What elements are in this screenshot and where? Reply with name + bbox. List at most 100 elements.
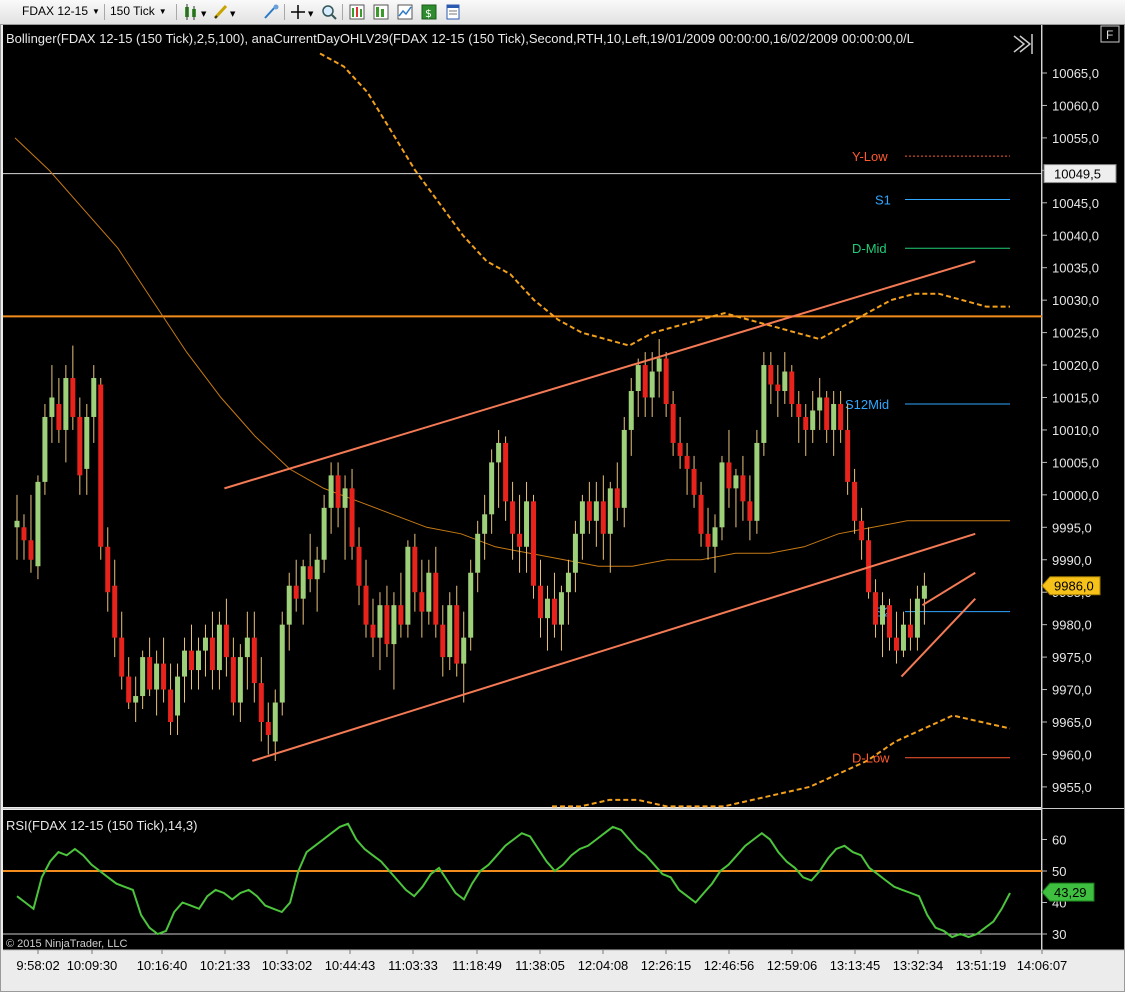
candle-body[interactable] bbox=[698, 494, 704, 534]
candle-body[interactable] bbox=[824, 397, 830, 430]
chart-properties-icon[interactable] bbox=[372, 3, 390, 21]
candle-body[interactable] bbox=[265, 722, 271, 735]
candle-body[interactable] bbox=[119, 637, 125, 677]
candle-body[interactable] bbox=[565, 572, 571, 593]
candle-body[interactable] bbox=[251, 637, 257, 684]
candle-body[interactable] bbox=[468, 572, 474, 638]
trendline-upper-channel[interactable] bbox=[224, 260, 976, 490]
candle-body[interactable] bbox=[691, 468, 697, 495]
candle-body[interactable] bbox=[307, 566, 313, 580]
candle-body[interactable] bbox=[440, 624, 446, 658]
candle-body[interactable] bbox=[286, 585, 292, 625]
candle-body[interactable] bbox=[209, 637, 215, 671]
data-box-icon[interactable] bbox=[348, 3, 366, 21]
candle-body[interactable] bbox=[887, 605, 892, 638]
rsi-line[interactable] bbox=[16, 822, 1011, 939]
candle-body[interactable] bbox=[538, 585, 543, 619]
candle-body[interactable] bbox=[642, 365, 648, 398]
candle-body[interactable] bbox=[719, 462, 725, 528]
candle-body[interactable] bbox=[461, 637, 467, 664]
candle-body[interactable] bbox=[656, 358, 662, 372]
candle-body[interactable] bbox=[475, 533, 481, 573]
candle-body[interactable] bbox=[195, 650, 201, 671]
candle-body[interactable] bbox=[579, 501, 585, 534]
candle-body[interactable] bbox=[112, 585, 118, 638]
candle-body[interactable] bbox=[426, 572, 432, 612]
candle-body[interactable] bbox=[154, 663, 160, 690]
candle-body[interactable] bbox=[768, 365, 774, 385]
period-selector[interactable]: 150 Tick ▼ bbox=[110, 3, 167, 20]
candle-body[interactable] bbox=[914, 598, 920, 638]
instrument-selector[interactable]: FDAX 12-15 ▼ bbox=[22, 3, 100, 20]
candle-body[interactable] bbox=[866, 540, 872, 593]
candle-body[interactable] bbox=[321, 507, 327, 560]
candle-body[interactable] bbox=[796, 403, 802, 417]
candle-body[interactable] bbox=[831, 403, 837, 430]
candle-body[interactable] bbox=[28, 540, 34, 560]
candle-body[interactable] bbox=[258, 683, 264, 722]
candle-body[interactable] bbox=[921, 585, 927, 599]
candle-body[interactable] bbox=[21, 527, 27, 541]
drawing-tools-icon[interactable]: ▼ bbox=[212, 3, 238, 21]
candle-body[interactable] bbox=[503, 442, 509, 502]
candle-body[interactable] bbox=[63, 378, 69, 430]
candle-body[interactable] bbox=[293, 585, 299, 599]
candle-body[interactable] bbox=[147, 657, 153, 690]
candle-body[interactable] bbox=[649, 371, 655, 398]
candle-body[interactable] bbox=[370, 624, 376, 638]
candle-body[interactable] bbox=[175, 676, 181, 716]
candle-body[interactable] bbox=[279, 624, 285, 703]
candle-body[interactable] bbox=[349, 488, 355, 547]
candle-body[interactable] bbox=[859, 520, 865, 541]
trendline-mini-lower[interactable] bbox=[900, 598, 976, 678]
properties-list-icon[interactable] bbox=[444, 3, 462, 21]
candle-body[interactable] bbox=[216, 624, 222, 671]
candle-body[interactable] bbox=[419, 592, 425, 612]
candle-body[interactable] bbox=[161, 663, 167, 690]
candle-body[interactable] bbox=[803, 416, 809, 430]
candle-body[interactable] bbox=[845, 429, 851, 482]
candle-body[interactable] bbox=[56, 403, 62, 430]
crosshair-icon[interactable]: ▼ bbox=[290, 3, 316, 21]
candle-body[interactable] bbox=[621, 429, 627, 508]
candle-body[interactable] bbox=[412, 546, 418, 593]
candle-body[interactable] bbox=[593, 501, 599, 521]
order-entry-icon[interactable] bbox=[262, 3, 280, 21]
candle-body[interactable] bbox=[140, 657, 146, 697]
candle-body[interactable] bbox=[454, 605, 460, 664]
candle-body[interactable] bbox=[272, 702, 278, 742]
candle-body[interactable] bbox=[398, 605, 404, 625]
candle-body[interactable] bbox=[663, 358, 669, 404]
candle-body[interactable] bbox=[754, 442, 760, 521]
candle-body[interactable] bbox=[35, 481, 41, 567]
trendline-lower-channel[interactable] bbox=[252, 532, 976, 762]
candle-body[interactable] bbox=[531, 501, 537, 586]
candle-body[interactable] bbox=[105, 546, 111, 593]
candle-body[interactable] bbox=[782, 371, 788, 392]
candle-body[interactable] bbox=[314, 559, 320, 580]
candle-body[interactable] bbox=[84, 416, 90, 469]
candle-body[interactable] bbox=[880, 605, 886, 625]
candle-body[interactable] bbox=[126, 676, 132, 703]
candlestick-style-icon[interactable]: ▼ bbox=[182, 3, 208, 21]
candle-body[interactable] bbox=[98, 384, 104, 547]
candle-body[interactable] bbox=[363, 585, 369, 625]
candle-body[interactable] bbox=[377, 605, 383, 638]
zoom-icon[interactable] bbox=[320, 3, 338, 21]
candle-body[interactable] bbox=[635, 365, 641, 392]
candle-body[interactable] bbox=[391, 605, 397, 645]
candle-body[interactable] bbox=[230, 657, 236, 703]
trendline-mini-upper[interactable] bbox=[921, 571, 976, 607]
candle-body[interactable] bbox=[733, 475, 739, 489]
candle-body[interactable] bbox=[91, 378, 97, 417]
candle-body[interactable] bbox=[517, 533, 523, 547]
candle-body[interactable] bbox=[670, 403, 676, 443]
candle-body[interactable] bbox=[607, 488, 613, 534]
candle-body[interactable] bbox=[907, 624, 913, 638]
candle-body[interactable] bbox=[384, 605, 390, 645]
candle-body[interactable] bbox=[510, 501, 516, 534]
candle-body[interactable] bbox=[70, 378, 76, 417]
scroll-end-icon[interactable] bbox=[1013, 35, 1032, 53]
candle-body[interactable] bbox=[335, 475, 341, 508]
candle-body[interactable] bbox=[775, 384, 781, 392]
